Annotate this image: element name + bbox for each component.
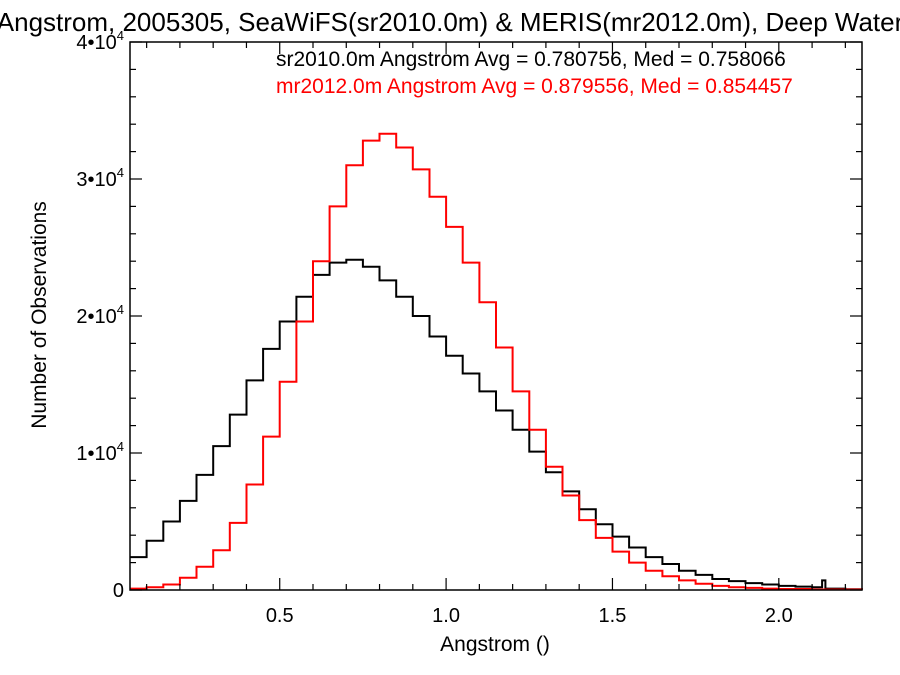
y-tick-label: 2•104 (76, 302, 124, 328)
legend-entry-sr2010: sr2010.0m Angstrom Avg = 0.780756, Med =… (276, 48, 786, 71)
x-tick-label: 0.5 (266, 605, 294, 627)
series-layer (130, 132, 863, 591)
x-tick-label: 1.0 (432, 605, 460, 627)
y-axis-label: Number of Observations (28, 201, 51, 429)
legend: sr2010.0m Angstrom Avg = 0.780756, Med =… (276, 48, 793, 98)
y-tick-label: 0 (113, 580, 124, 602)
chart-title: Angstrom, 2005305, SeaWiFS(sr2010.0m) & … (0, 7, 900, 37)
y-tick-label: 1•104 (76, 439, 124, 465)
x-tick-label: 2.0 (765, 605, 793, 627)
legend-entry-mr2012: mr2012.0m Angstrom Avg = 0.879556, Med =… (276, 75, 793, 98)
y-tick-label: 3•104 (76, 165, 124, 191)
series-1-line (130, 132, 863, 591)
series-0-line (130, 258, 863, 591)
x-axis-label: Angstrom () (440, 633, 550, 656)
axes-layer: 0.5 1.0 1.5 2.0 0 1•104 2•104 3•104 4•104 (76, 28, 863, 627)
y-tick-label: 4•104 (76, 28, 124, 54)
x-tick-label: 1.5 (599, 605, 627, 627)
